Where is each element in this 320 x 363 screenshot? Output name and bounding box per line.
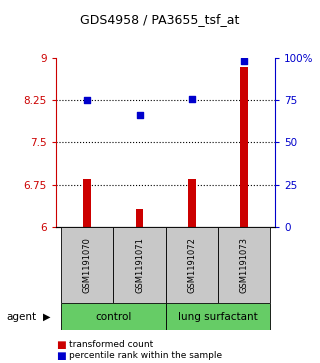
Text: lung surfactant: lung surfactant (178, 312, 258, 322)
Text: agent: agent (6, 312, 36, 322)
Text: control: control (95, 312, 132, 322)
Text: ■: ■ (56, 340, 66, 350)
FancyBboxPatch shape (166, 303, 270, 330)
Point (241, 58, 246, 64)
Point (85, 97, 90, 103)
Text: ▶: ▶ (43, 312, 50, 322)
Text: GSM1191070: GSM1191070 (83, 237, 92, 293)
FancyBboxPatch shape (113, 227, 166, 303)
Bar (188, 179, 196, 227)
Text: GDS4958 / PA3655_tsf_at: GDS4958 / PA3655_tsf_at (80, 13, 240, 26)
Point (189, 96, 194, 102)
Bar (84, 179, 91, 227)
FancyBboxPatch shape (218, 227, 270, 303)
Text: ■: ■ (56, 351, 66, 361)
Bar (240, 66, 248, 227)
FancyBboxPatch shape (61, 303, 166, 330)
Text: GSM1191073: GSM1191073 (239, 237, 248, 293)
Point (137, 113, 142, 118)
Text: GSM1191071: GSM1191071 (135, 237, 144, 293)
Text: transformed count: transformed count (69, 340, 153, 349)
Bar (136, 209, 143, 227)
FancyBboxPatch shape (61, 227, 113, 303)
Text: percentile rank within the sample: percentile rank within the sample (69, 351, 222, 360)
FancyBboxPatch shape (166, 227, 218, 303)
Text: GSM1191072: GSM1191072 (187, 237, 196, 293)
